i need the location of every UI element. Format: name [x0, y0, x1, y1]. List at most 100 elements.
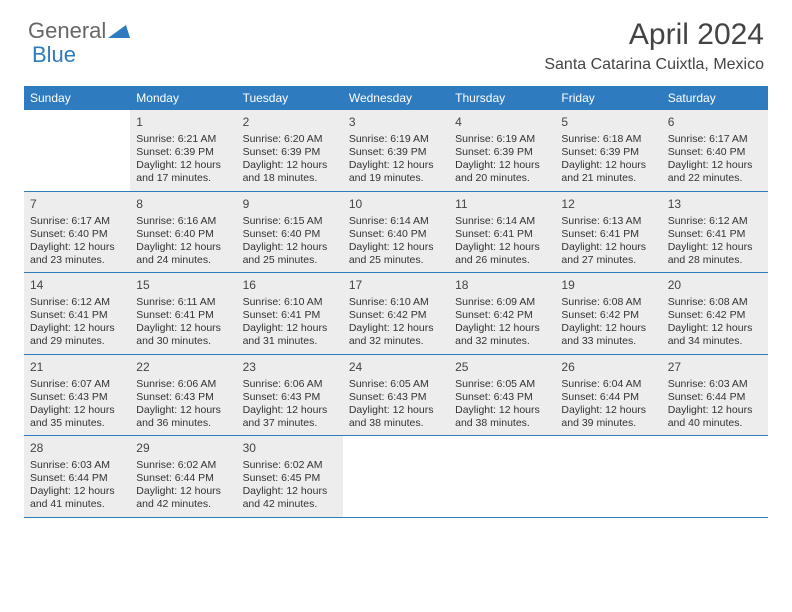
daylight1-text: Daylight: 12 hours [28, 241, 126, 254]
sunset-text: Sunset: 6:42 PM [347, 309, 445, 322]
daylight1-text: Daylight: 12 hours [134, 159, 232, 172]
daylight2-text: and 40 minutes. [666, 417, 764, 430]
sunrise-text: Sunrise: 6:13 AM [559, 215, 657, 228]
daylight1-text: Daylight: 12 hours [28, 485, 126, 498]
page-header: General April 2024 Santa Catarina Cuixtl… [0, 0, 792, 78]
day-number: 1 [134, 113, 232, 133]
daylight2-text: and 41 minutes. [28, 498, 126, 511]
daylight2-text: and 38 minutes. [453, 417, 551, 430]
daylight2-text: and 25 minutes. [347, 254, 445, 267]
calendar-cell [662, 436, 768, 517]
calendar-cell: 29Sunrise: 6:02 AMSunset: 6:44 PMDayligh… [130, 436, 236, 517]
daylight2-text: and 30 minutes. [134, 335, 232, 348]
day-number [666, 439, 764, 444]
sunrise-text: Sunrise: 6:08 AM [666, 296, 764, 309]
day-number: 20 [666, 276, 764, 296]
calendar-cell: 4Sunrise: 6:19 AMSunset: 6:39 PMDaylight… [449, 110, 555, 191]
daylight1-text: Daylight: 12 hours [559, 241, 657, 254]
sunrise-text: Sunrise: 6:14 AM [453, 215, 551, 228]
calendar-cell: 17Sunrise: 6:10 AMSunset: 6:42 PMDayligh… [343, 273, 449, 354]
day-header-row: SundayMondayTuesdayWednesdayThursdayFrid… [24, 86, 768, 110]
sunrise-text: Sunrise: 6:16 AM [134, 215, 232, 228]
daylight2-text: and 17 minutes. [134, 172, 232, 185]
sunrise-text: Sunrise: 6:19 AM [453, 133, 551, 146]
sunset-text: Sunset: 6:43 PM [241, 391, 339, 404]
day-number: 15 [134, 276, 232, 296]
day-header: Friday [555, 86, 661, 110]
daylight2-text: and 35 minutes. [28, 417, 126, 430]
daylight2-text: and 24 minutes. [134, 254, 232, 267]
sunset-text: Sunset: 6:43 PM [453, 391, 551, 404]
sunset-text: Sunset: 6:39 PM [241, 146, 339, 159]
day-number: 4 [453, 113, 551, 133]
day-number: 26 [559, 358, 657, 378]
day-number: 25 [453, 358, 551, 378]
daylight1-text: Daylight: 12 hours [559, 404, 657, 417]
calendar-week: 7Sunrise: 6:17 AMSunset: 6:40 PMDaylight… [24, 192, 768, 274]
day-number: 28 [28, 439, 126, 459]
daylight1-text: Daylight: 12 hours [347, 159, 445, 172]
calendar-cell: 19Sunrise: 6:08 AMSunset: 6:42 PMDayligh… [555, 273, 661, 354]
daylight1-text: Daylight: 12 hours [347, 322, 445, 335]
daylight1-text: Daylight: 12 hours [28, 404, 126, 417]
daylight2-text: and 38 minutes. [347, 417, 445, 430]
daylight1-text: Daylight: 12 hours [453, 404, 551, 417]
calendar-cell: 14Sunrise: 6:12 AMSunset: 6:41 PMDayligh… [24, 273, 130, 354]
calendar-cell: 23Sunrise: 6:06 AMSunset: 6:43 PMDayligh… [237, 355, 343, 436]
calendar-cell [555, 436, 661, 517]
daylight1-text: Daylight: 12 hours [666, 241, 764, 254]
sunset-text: Sunset: 6:45 PM [241, 472, 339, 485]
day-number [28, 113, 126, 118]
sunrise-text: Sunrise: 6:03 AM [28, 459, 126, 472]
daylight1-text: Daylight: 12 hours [666, 322, 764, 335]
calendar-cell [449, 436, 555, 517]
sunset-text: Sunset: 6:44 PM [666, 391, 764, 404]
daylight2-text: and 33 minutes. [559, 335, 657, 348]
calendar-cell: 1Sunrise: 6:21 AMSunset: 6:39 PMDaylight… [130, 110, 236, 191]
sunrise-text: Sunrise: 6:18 AM [559, 133, 657, 146]
day-number [453, 439, 551, 444]
sunrise-text: Sunrise: 6:14 AM [347, 215, 445, 228]
day-header: Wednesday [343, 86, 449, 110]
daylight2-text: and 42 minutes. [134, 498, 232, 511]
sunset-text: Sunset: 6:43 PM [134, 391, 232, 404]
daylight1-text: Daylight: 12 hours [241, 485, 339, 498]
day-number: 8 [134, 195, 232, 215]
daylight1-text: Daylight: 12 hours [134, 404, 232, 417]
daylight2-text: and 32 minutes. [453, 335, 551, 348]
daylight1-text: Daylight: 12 hours [241, 404, 339, 417]
calendar-cell: 3Sunrise: 6:19 AMSunset: 6:39 PMDaylight… [343, 110, 449, 191]
calendar-cell: 6Sunrise: 6:17 AMSunset: 6:40 PMDaylight… [662, 110, 768, 191]
daylight1-text: Daylight: 12 hours [241, 241, 339, 254]
daylight1-text: Daylight: 12 hours [134, 322, 232, 335]
day-header: Sunday [24, 86, 130, 110]
daylight2-text: and 25 minutes. [241, 254, 339, 267]
daylight2-text: and 31 minutes. [241, 335, 339, 348]
calendar-cell: 8Sunrise: 6:16 AMSunset: 6:40 PMDaylight… [130, 192, 236, 273]
sunrise-text: Sunrise: 6:04 AM [559, 378, 657, 391]
sunset-text: Sunset: 6:41 PM [453, 228, 551, 241]
logo-triangle-icon [108, 18, 130, 44]
daylight1-text: Daylight: 12 hours [453, 159, 551, 172]
daylight2-text: and 22 minutes. [666, 172, 764, 185]
daylight1-text: Daylight: 12 hours [347, 404, 445, 417]
calendar-cell: 30Sunrise: 6:02 AMSunset: 6:45 PMDayligh… [237, 436, 343, 517]
daylight2-text: and 19 minutes. [347, 172, 445, 185]
daylight1-text: Daylight: 12 hours [241, 159, 339, 172]
sunrise-text: Sunrise: 6:21 AM [134, 133, 232, 146]
daylight1-text: Daylight: 12 hours [241, 322, 339, 335]
day-number: 10 [347, 195, 445, 215]
sunset-text: Sunset: 6:42 PM [666, 309, 764, 322]
sunrise-text: Sunrise: 6:19 AM [347, 133, 445, 146]
sunrise-text: Sunrise: 6:10 AM [241, 296, 339, 309]
daylight1-text: Daylight: 12 hours [559, 159, 657, 172]
sunrise-text: Sunrise: 6:17 AM [666, 133, 764, 146]
calendar: SundayMondayTuesdayWednesdayThursdayFrid… [24, 86, 768, 518]
day-number: 7 [28, 195, 126, 215]
day-number [559, 439, 657, 444]
daylight1-text: Daylight: 12 hours [134, 485, 232, 498]
sunset-text: Sunset: 6:40 PM [241, 228, 339, 241]
daylight2-text: and 21 minutes. [559, 172, 657, 185]
daylight2-text: and 42 minutes. [241, 498, 339, 511]
day-number: 30 [241, 439, 339, 459]
